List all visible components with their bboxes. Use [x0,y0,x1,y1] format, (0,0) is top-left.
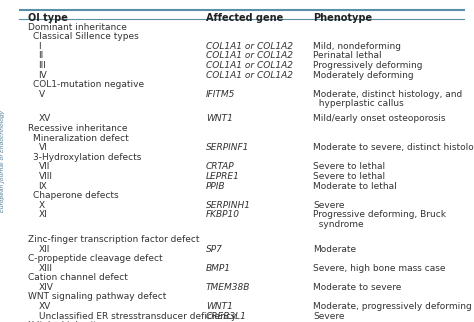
Text: Severe: Severe [313,201,345,210]
Text: Mineralization defect: Mineralization defect [33,134,129,143]
Text: COL1A1 or COL1A2: COL1A1 or COL1A2 [206,52,293,61]
Text: Moderate, progressively deforming: Moderate, progressively deforming [313,302,472,311]
Text: TMEM38B: TMEM38B [206,283,250,292]
Text: XI: XI [38,210,47,219]
Text: SERPINH1: SERPINH1 [206,201,251,210]
Text: Moderate, distinct histology, and: Moderate, distinct histology, and [313,90,462,99]
Text: II: II [38,52,44,61]
Text: Perinatal lethal: Perinatal lethal [313,52,382,61]
Text: Severe to lethal: Severe to lethal [313,162,385,171]
Text: BMP1: BMP1 [206,264,231,273]
Text: Affected gene: Affected gene [206,13,283,23]
Text: SP7: SP7 [206,245,223,254]
Text: CREB3L1: CREB3L1 [206,312,247,321]
Text: COL1A1 or COL1A2: COL1A1 or COL1A2 [206,42,293,51]
Text: WNT signaling pathway defect: WNT signaling pathway defect [28,292,166,301]
Text: OI type: OI type [28,13,68,23]
Text: Recessive inheritance: Recessive inheritance [28,124,128,133]
Text: SERPINF1: SERPINF1 [206,143,249,152]
Text: Chaperone defects: Chaperone defects [33,191,119,200]
Text: Severe to lethal: Severe to lethal [313,172,385,181]
Text: hyperplastic callus: hyperplastic callus [313,99,404,108]
Text: VI: VI [38,143,47,152]
Text: VIII: VIII [38,172,53,181]
Text: WNT1: WNT1 [206,302,233,311]
Text: LEPRE1: LEPRE1 [206,172,240,181]
Text: Mild, nondeforming: Mild, nondeforming [313,42,401,51]
Text: Zinc-finger transcription factor defect: Zinc-finger transcription factor defect [28,235,200,244]
Text: Severe, high bone mass case: Severe, high bone mass case [313,264,446,273]
Text: CRTAP: CRTAP [206,162,235,171]
Text: IV: IV [38,71,47,80]
Text: V: V [38,90,45,99]
Text: syndrome: syndrome [313,220,364,229]
Text: X: X [38,201,45,210]
Text: C-propeptide cleavage defect: C-propeptide cleavage defect [28,254,163,263]
Text: WNT1: WNT1 [206,114,233,123]
Text: I: I [38,42,41,51]
Text: XV: XV [38,114,51,123]
Text: XIII: XIII [38,264,53,273]
Text: Dominant inheritance: Dominant inheritance [28,23,127,32]
Text: XIV: XIV [38,283,54,292]
Text: Moderately deforming: Moderately deforming [313,71,414,80]
Text: FKBP10: FKBP10 [206,210,240,219]
Text: COL1A1 or COL1A2: COL1A1 or COL1A2 [206,71,293,80]
Text: Classical Sillence types: Classical Sillence types [33,32,139,41]
Text: COL1-mutation negative: COL1-mutation negative [33,80,145,89]
Text: 3-Hydroxylation defects: 3-Hydroxylation defects [33,153,142,162]
Text: COL1A1 or COL1A2: COL1A1 or COL1A2 [206,61,293,70]
Text: III: III [38,61,46,70]
Text: XII: XII [38,245,50,254]
Text: PPIB: PPIB [206,182,226,191]
Text: X-linked inheritance: X-linked inheritance [28,321,118,322]
Text: XV: XV [38,302,51,311]
Text: Progressively deforming: Progressively deforming [313,61,422,70]
Text: IFITM5: IFITM5 [206,90,236,99]
Text: Cation channel defect: Cation channel defect [28,273,128,282]
Text: Mild/early onset osteoporosis: Mild/early onset osteoporosis [313,114,446,123]
Text: Unclassified ER stresstransducer deficiency: Unclassified ER stresstransducer deficie… [38,312,236,321]
Text: Moderate to lethal: Moderate to lethal [313,182,397,191]
Text: Severe: Severe [313,312,345,321]
Text: Moderate to severe: Moderate to severe [313,283,401,292]
Text: Progressive deforming, Bruck: Progressive deforming, Bruck [313,210,446,219]
Text: Moderate: Moderate [313,245,356,254]
Text: VII: VII [38,162,50,171]
Text: IX: IX [38,182,47,191]
Text: European Journal of Endocrinology: European Journal of Endocrinology [0,110,5,212]
Text: Moderate to severe, distinct histology: Moderate to severe, distinct histology [313,143,474,152]
Text: Phenotype: Phenotype [313,13,372,23]
